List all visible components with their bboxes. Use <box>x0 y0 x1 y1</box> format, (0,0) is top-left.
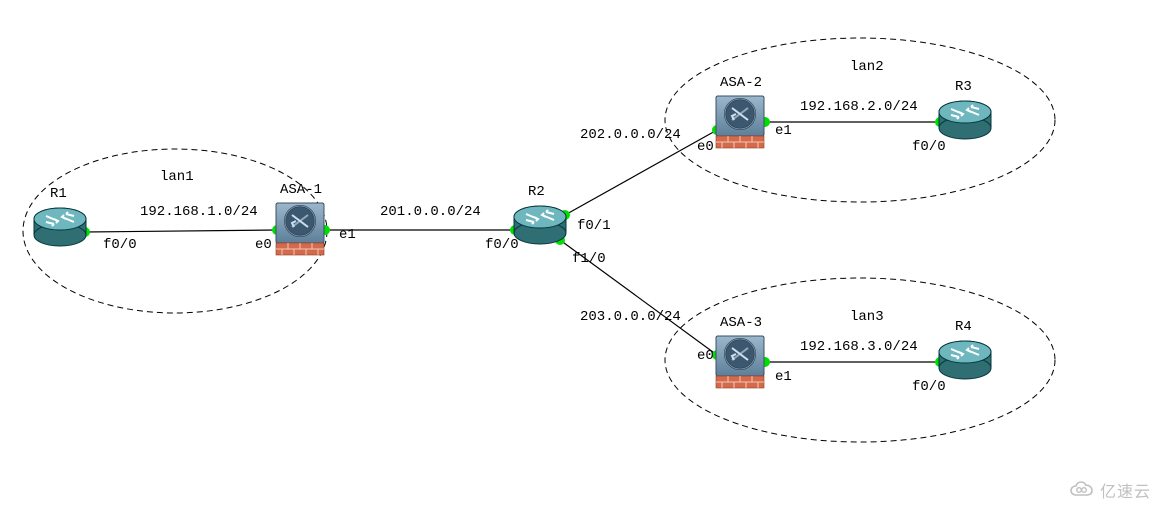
subnet-label: 192.168.3.0/24 <box>800 339 918 355</box>
router-icon-R1 <box>34 208 86 246</box>
node-label-ASA2: ASA-2 <box>720 75 762 91</box>
link-R1-ASA1 <box>85 230 277 232</box>
node-label-ASA3: ASA-3 <box>720 315 762 331</box>
port-label: e0 <box>255 237 272 253</box>
labels-layer: f0/0 e0 192.168.1.0/24 e1 f0/0 201.0.0.0/24 f0… <box>50 59 972 395</box>
watermark-text: 亿速云 <box>1100 478 1151 502</box>
port-label: f0/0 <box>103 237 137 253</box>
watermark: 亿速云 <box>1068 478 1151 502</box>
subnet-label: 192.168.1.0/24 <box>140 204 258 220</box>
asa-icon-ASA1 <box>276 203 324 255</box>
router-icon-R4 <box>939 341 991 379</box>
port-label: e1 <box>775 369 792 385</box>
node-label-R4: R4 <box>955 319 972 335</box>
subnet-label: 201.0.0.0/24 <box>380 204 481 220</box>
lan-label: lan3 <box>850 309 884 325</box>
port-label: f0/0 <box>912 139 946 155</box>
router-icon-R2 <box>514 206 566 244</box>
port-label: e0 <box>697 348 714 364</box>
port-label: e1 <box>339 227 356 243</box>
port-label: e0 <box>697 139 714 155</box>
port-label: f0/0 <box>912 379 946 395</box>
node-label-R1: R1 <box>50 186 67 202</box>
asa-icon-ASA3 <box>716 336 764 388</box>
router-icon-R3 <box>939 101 991 139</box>
port-label: e1 <box>775 123 792 139</box>
watermark-cloud-icon <box>1068 481 1096 499</box>
subnet-label: 192.168.2.0/24 <box>800 99 918 115</box>
lan-label: lan1 <box>160 169 194 185</box>
node-label-R2: R2 <box>528 184 545 200</box>
network-diagram: f0/0 e0 192.168.1.0/24 e1 f0/0 201.0.0.0/24 f0… <box>0 0 1161 508</box>
subnet-label: 202.0.0.0/24 <box>580 127 681 143</box>
lan-label: lan2 <box>850 59 884 75</box>
port-label: f0/0 <box>485 237 519 253</box>
port-label: f0/1 <box>577 218 611 234</box>
asa-icon-ASA2 <box>716 96 764 148</box>
subnet-label: 203.0.0.0/24 <box>580 309 681 325</box>
node-label-ASA1: ASA-1 <box>280 182 322 198</box>
node-label-R3: R3 <box>955 79 972 95</box>
port-label: f1/0 <box>572 251 606 267</box>
